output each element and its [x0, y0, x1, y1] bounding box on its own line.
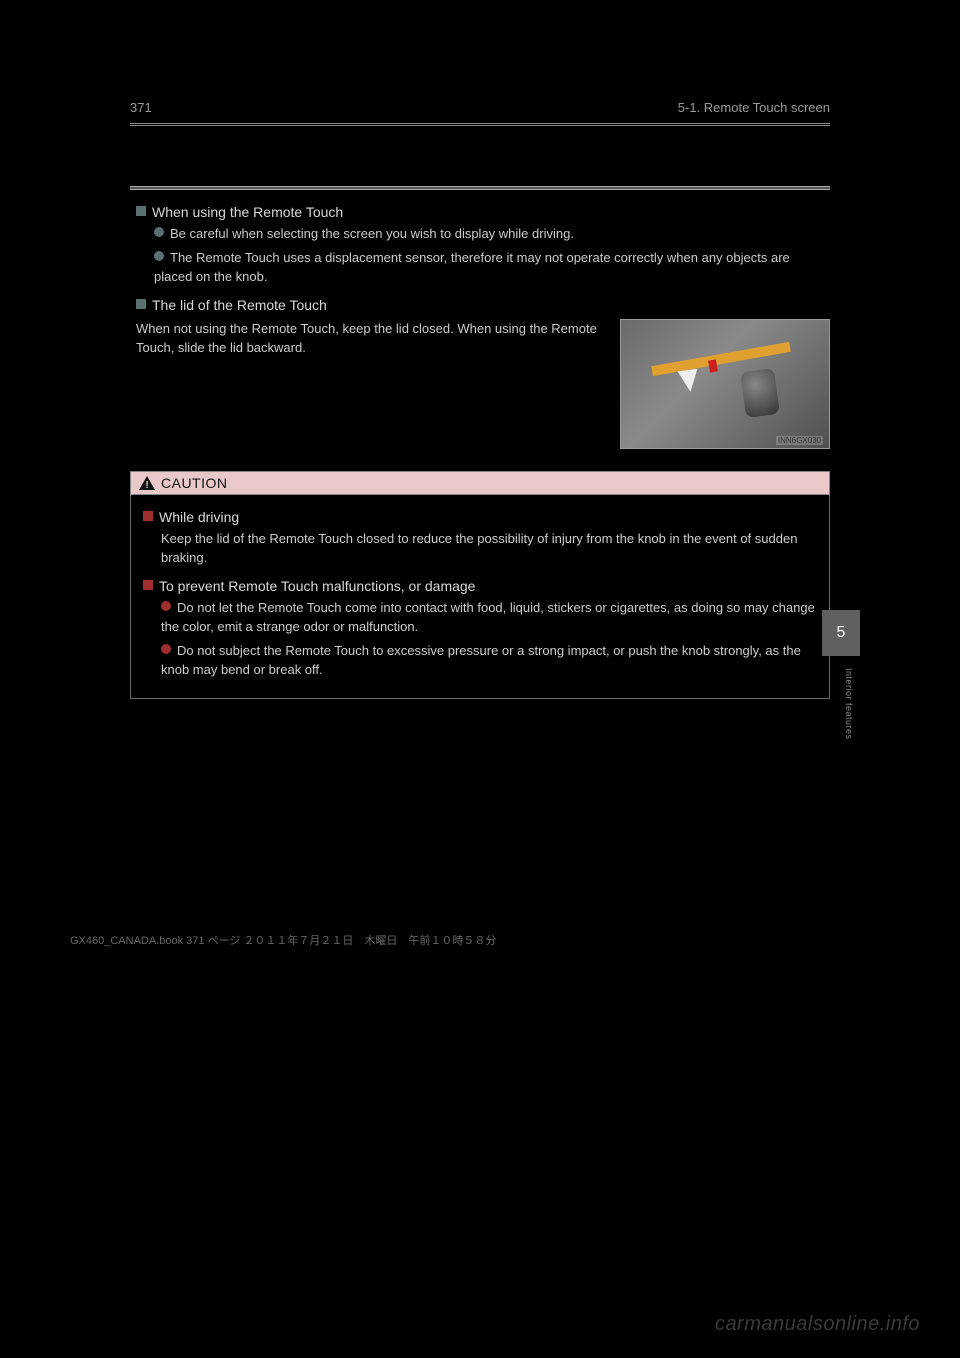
- sec1-b1-text: Be careful when selecting the screen you…: [170, 226, 574, 241]
- sec2-title-text: The lid of the Remote Touch: [152, 297, 327, 313]
- caution-s1-title: While driving: [159, 509, 239, 525]
- slide-arrow-icon: [678, 368, 701, 393]
- caution-s1: While driving: [143, 509, 817, 525]
- caution-s2: To prevent Remote Touch malfunctions, or…: [143, 578, 817, 594]
- square-bullet-icon: [136, 206, 146, 216]
- footer-print-info: GX460_CANADA.book 371 ページ ２０１１年７月２１日 木曜日…: [70, 932, 496, 948]
- round-bullet-red-icon: [161, 601, 171, 611]
- watermark: carmanualsonline.info: [715, 1313, 920, 1336]
- sec1-bullet-1: Be careful when selecting the screen you…: [154, 224, 830, 244]
- caution-box: ! CAUTION While driving Keep the lid of …: [130, 471, 830, 699]
- header-section: 5-1. Remote Touch screen: [678, 100, 830, 115]
- chapter-num: 5: [837, 624, 846, 642]
- section-when-using: When using the Remote Touch: [136, 204, 830, 220]
- round-bullet-icon: [154, 251, 164, 261]
- header-rule: [130, 123, 830, 126]
- page-content: 371 5-1. Remote Touch screen When using …: [130, 100, 830, 699]
- caution-s2-title: To prevent Remote Touch malfunctions, or…: [159, 578, 475, 594]
- sec1-title-text: When using the Remote Touch: [152, 204, 343, 220]
- image-code: INN6GX030: [776, 436, 823, 445]
- sec1-b2-text: The Remote Touch uses a displacement sen…: [154, 250, 790, 285]
- double-rule: [130, 186, 830, 190]
- sec2-body-text: When not using the Remote Touch, keep th…: [136, 319, 606, 449]
- caution-s2-b2-text: Do not subject the Remote Touch to exces…: [161, 643, 801, 678]
- caution-s2-b2: Do not subject the Remote Touch to exces…: [161, 641, 817, 680]
- square-bullet-red-icon: [143, 511, 153, 521]
- round-bullet-red-icon: [161, 644, 171, 654]
- page-header: 371 5-1. Remote Touch screen: [130, 100, 830, 115]
- caution-header: ! CAUTION: [130, 471, 830, 495]
- chapter-tab: 5: [822, 610, 860, 656]
- sec1-bullet-2: The Remote Touch uses a displacement sen…: [154, 248, 830, 287]
- warning-triangle-icon: !: [139, 476, 155, 490]
- remote-touch-image: INN6GX030: [620, 319, 830, 449]
- header-page-num: 371: [130, 100, 152, 115]
- caution-s2-b1-text: Do not let the Remote Touch come into co…: [161, 600, 815, 635]
- lid-block: When not using the Remote Touch, keep th…: [136, 319, 830, 449]
- chapter-label: Interior features: [844, 668, 854, 740]
- caution-body: While driving Keep the lid of the Remote…: [130, 495, 830, 699]
- section-lid: The lid of the Remote Touch: [136, 297, 830, 313]
- round-bullet-icon: [154, 227, 164, 237]
- caution-s1-body: Keep the lid of the Remote Touch closed …: [161, 529, 817, 568]
- svg-text:!: !: [145, 480, 148, 490]
- caution-s2-b1: Do not let the Remote Touch come into co…: [161, 598, 817, 637]
- square-bullet-red-icon: [143, 580, 153, 590]
- knob-graphic: [740, 367, 780, 417]
- square-bullet-icon: [136, 299, 146, 309]
- caution-label: CAUTION: [161, 475, 228, 491]
